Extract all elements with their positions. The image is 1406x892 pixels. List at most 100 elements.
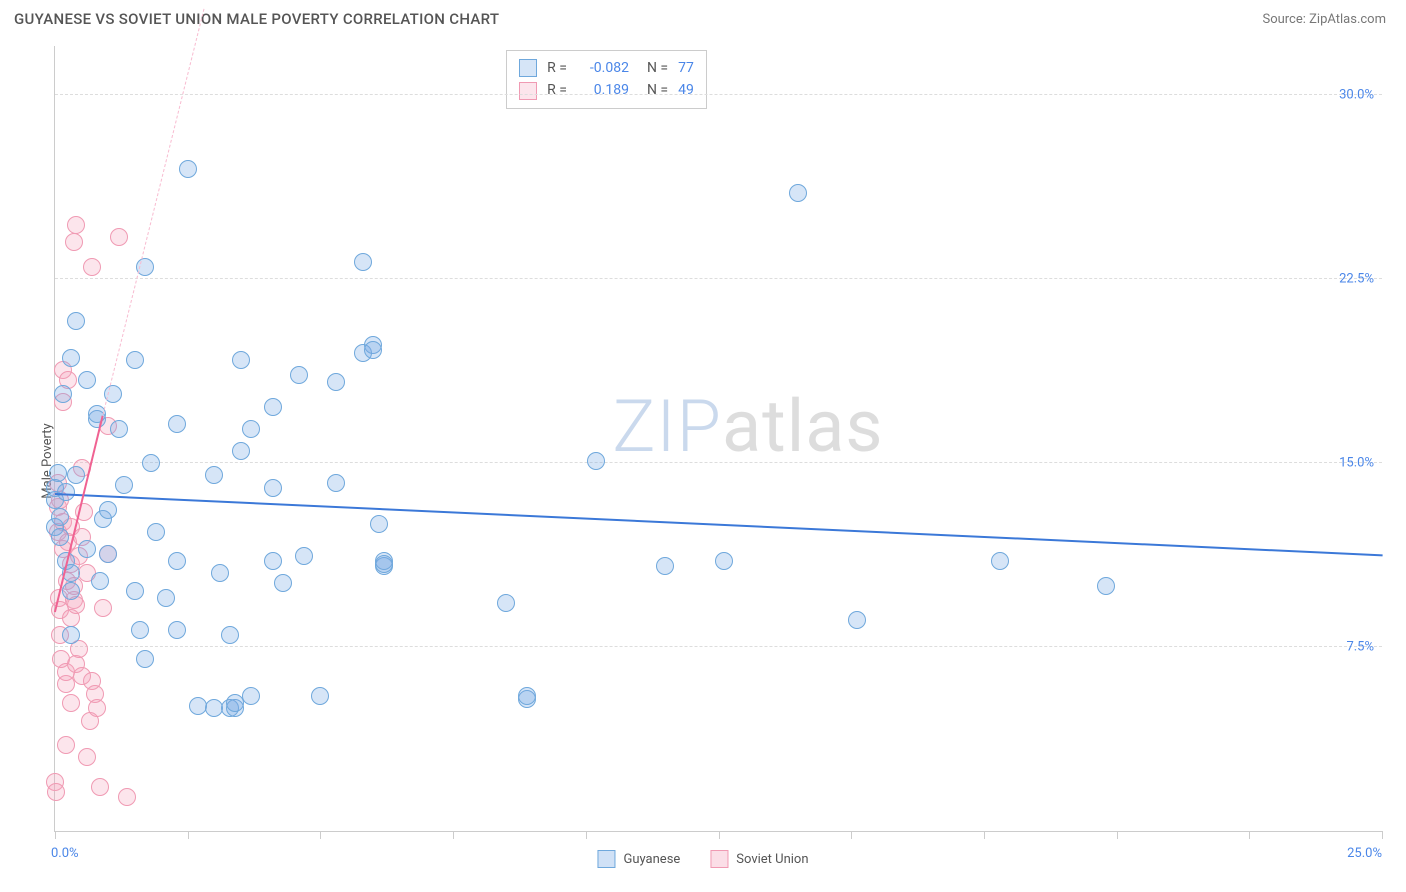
data-point bbox=[221, 626, 239, 644]
data-point bbox=[67, 466, 85, 484]
data-point bbox=[327, 474, 345, 492]
x-tick bbox=[719, 831, 720, 839]
data-point bbox=[99, 545, 117, 563]
stats-n-label: N = bbox=[647, 57, 668, 79]
data-point bbox=[354, 253, 372, 271]
data-point bbox=[51, 508, 69, 526]
x-tick bbox=[320, 831, 321, 839]
x-start-label: 0.0% bbox=[51, 846, 79, 861]
y-tick-label: 15.0% bbox=[1339, 456, 1374, 471]
data-point bbox=[179, 160, 197, 178]
x-tick bbox=[55, 831, 56, 839]
data-point bbox=[168, 415, 186, 433]
x-tick bbox=[984, 831, 985, 839]
data-point bbox=[62, 694, 80, 712]
trend-line bbox=[102, 10, 204, 416]
data-point bbox=[715, 552, 733, 570]
data-point bbox=[232, 351, 250, 369]
data-point bbox=[94, 599, 112, 617]
data-point bbox=[78, 748, 96, 766]
data-point bbox=[136, 650, 154, 668]
data-point bbox=[147, 523, 165, 541]
data-point bbox=[78, 540, 96, 558]
stats-n-label: N = bbox=[647, 79, 668, 101]
data-point bbox=[51, 528, 69, 546]
data-point bbox=[54, 385, 72, 403]
data-point bbox=[126, 351, 144, 369]
legend-swatch bbox=[710, 850, 728, 868]
data-point bbox=[789, 184, 807, 202]
data-point bbox=[157, 589, 175, 607]
stats-n-value: 49 bbox=[678, 79, 694, 101]
x-end-label: 25.0% bbox=[1347, 846, 1382, 861]
data-point bbox=[168, 621, 186, 639]
data-point bbox=[126, 582, 144, 600]
data-point bbox=[78, 371, 96, 389]
data-point bbox=[264, 479, 282, 497]
data-point bbox=[110, 420, 128, 438]
data-point bbox=[364, 341, 382, 359]
data-point bbox=[142, 454, 160, 472]
chart-header: GUYANESE VS SOVIET UNION MALE POVERTY CO… bbox=[0, 0, 1406, 34]
y-tick-label: 7.5% bbox=[1346, 640, 1374, 655]
data-point bbox=[311, 687, 329, 705]
data-point bbox=[242, 420, 260, 438]
data-point bbox=[587, 452, 605, 470]
source-attribution: Source: ZipAtlas.com bbox=[1262, 12, 1386, 27]
data-point bbox=[115, 476, 133, 494]
data-point bbox=[62, 626, 80, 644]
data-point bbox=[49, 464, 67, 482]
stats-swatch bbox=[519, 59, 537, 77]
stats-swatch bbox=[519, 82, 537, 100]
data-point bbox=[274, 574, 292, 592]
gridline-h bbox=[55, 646, 1382, 647]
legend-item: Soviet Union bbox=[710, 850, 808, 868]
stats-r-label: R = bbox=[547, 79, 567, 101]
stats-row: R =-0.082N =77 bbox=[519, 57, 694, 79]
data-point bbox=[290, 366, 308, 384]
data-point bbox=[370, 515, 388, 533]
data-point bbox=[232, 442, 250, 460]
data-point bbox=[83, 258, 101, 276]
correlation-stats-box: R =-0.082N =77R =0.189N =49 bbox=[506, 50, 707, 109]
watermark: ZIPatlas bbox=[612, 384, 883, 469]
data-point bbox=[264, 552, 282, 570]
data-point bbox=[375, 555, 393, 573]
stats-r-value: 0.189 bbox=[577, 79, 629, 101]
data-point bbox=[47, 783, 65, 801]
x-tick bbox=[1117, 831, 1118, 839]
data-point bbox=[242, 687, 260, 705]
data-point bbox=[327, 373, 345, 391]
data-point bbox=[131, 621, 149, 639]
data-point bbox=[65, 233, 83, 251]
chart-container: Male Poverty ZIPatlas R =-0.082N =77R =0… bbox=[14, 40, 1392, 882]
data-point bbox=[211, 564, 229, 582]
legend-item: Guyanese bbox=[597, 850, 680, 868]
chart-title: GUYANESE VS SOVIET UNION MALE POVERTY CO… bbox=[14, 10, 499, 28]
data-point bbox=[991, 552, 1009, 570]
data-point bbox=[57, 736, 75, 754]
series-legend: Guyanese Soviet Union bbox=[597, 850, 808, 868]
data-point bbox=[1097, 577, 1115, 595]
data-point bbox=[118, 788, 136, 806]
data-point bbox=[67, 216, 85, 234]
data-point bbox=[110, 228, 128, 246]
data-point bbox=[88, 699, 106, 717]
data-point bbox=[91, 778, 109, 796]
data-point bbox=[168, 552, 186, 570]
gridline-h bbox=[55, 94, 1382, 95]
legend-label: Soviet Union bbox=[736, 852, 808, 867]
scatter-plot-area: ZIPatlas R =-0.082N =77R =0.189N =49 7.5… bbox=[54, 46, 1382, 832]
data-point bbox=[518, 687, 536, 705]
data-point bbox=[99, 501, 117, 519]
data-point bbox=[67, 312, 85, 330]
y-tick-label: 30.0% bbox=[1339, 88, 1374, 103]
legend-label: Guyanese bbox=[623, 852, 680, 867]
stats-row: R = 0.189 N = 49 bbox=[519, 79, 694, 101]
data-point bbox=[91, 572, 109, 590]
stats-n-value: 77 bbox=[678, 57, 694, 79]
data-point bbox=[295, 547, 313, 565]
x-tick bbox=[851, 831, 852, 839]
x-tick bbox=[586, 831, 587, 839]
data-point bbox=[848, 611, 866, 629]
